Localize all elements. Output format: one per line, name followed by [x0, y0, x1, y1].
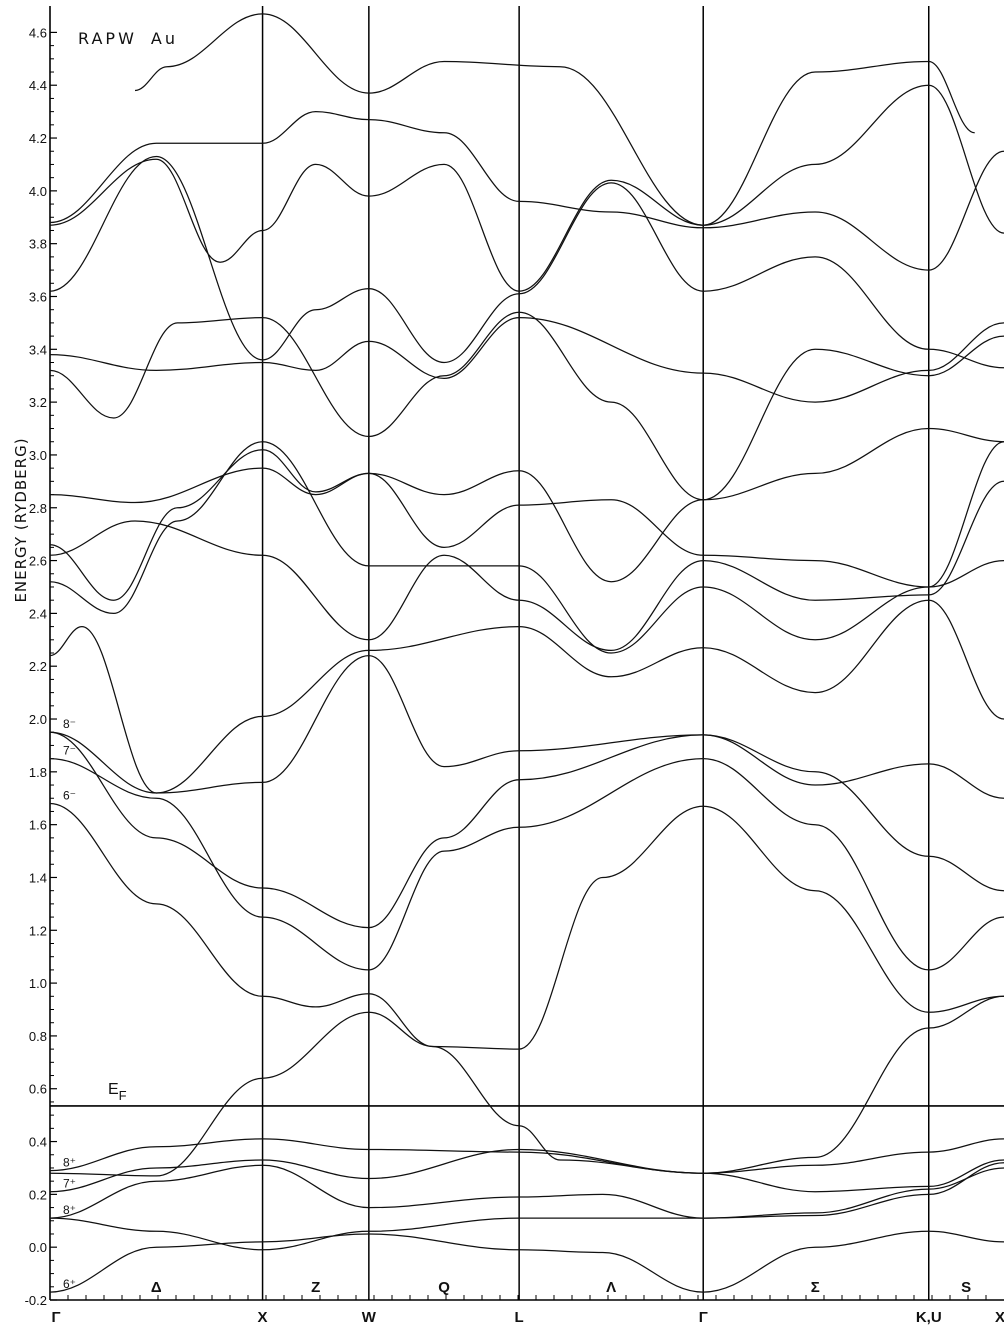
y-tick-label: 0.6 — [29, 1082, 47, 1097]
energy-band-line — [49, 1167, 1004, 1251]
chart-title: RAPW Au — [78, 29, 178, 48]
energy-band-line — [49, 995, 1004, 1177]
y-axis-label-text: ENERGY (RYDBERG) — [12, 437, 30, 603]
kpoint-label: X — [258, 1309, 268, 1326]
y-tick-label: 3.2 — [29, 395, 47, 410]
y-tick-label: 4.2 — [29, 131, 47, 146]
energy-band-line — [49, 1138, 1004, 1174]
y-axis-label: ENERGY (RYDBERG) — [6, 370, 36, 670]
energy-band-line — [49, 84, 1004, 292]
symmetry-label: 8⁺ — [63, 1156, 76, 1170]
chart-title-method: RAPW — [78, 29, 137, 48]
energy-band-line — [49, 155, 1004, 369]
energy-band-line — [49, 311, 1004, 501]
y-tick-label: 1.0 — [29, 976, 47, 991]
segment-label: Q — [438, 1279, 450, 1296]
energy-band-line — [49, 1162, 1004, 1219]
segment-label: Λ — [606, 1279, 616, 1296]
segment-label: Δ — [151, 1279, 162, 1296]
symmetry-label: 7⁻ — [63, 744, 76, 758]
y-tick-label: 1.6 — [29, 818, 47, 833]
fermi-level-subscript: F — [119, 1088, 127, 1103]
symmetry-label: 6⁺ — [63, 1277, 76, 1291]
y-tick-label: 0.0 — [29, 1240, 47, 1255]
energy-band-line — [49, 441, 1004, 601]
energy-band-line — [49, 599, 1004, 794]
energy-band-line — [49, 654, 1004, 799]
y-tick-label: 3.8 — [29, 237, 47, 252]
y-tick-label: 1.4 — [29, 870, 47, 885]
energy-band-line — [49, 110, 1004, 271]
y-tick-label: 4.4 — [29, 78, 47, 93]
energy-band-line — [49, 316, 1004, 403]
symmetry-label: 8⁻ — [63, 717, 76, 731]
energy-band-line — [49, 1230, 1004, 1293]
chart-title-element: Au — [150, 29, 178, 48]
y-tick-label: 2.4 — [29, 606, 47, 621]
y-tick-label: 3.0 — [29, 448, 47, 463]
energy-band-line — [49, 427, 1004, 583]
y-tick-label: 2.2 — [29, 659, 47, 674]
y-tick-label: 3.6 — [29, 289, 47, 304]
y-tick-label: 0.2 — [29, 1187, 47, 1202]
kpoint-label: Γ — [51, 1309, 60, 1326]
kpoint-label: Γ — [699, 1309, 708, 1326]
segment-label: Σ — [811, 1279, 820, 1296]
segment-label: S — [961, 1279, 971, 1296]
kpoint-label: L — [515, 1309, 524, 1326]
y-tick-label: 0.4 — [29, 1135, 47, 1150]
energy-band-line — [49, 1148, 1004, 1193]
kpoint-label: X — [995, 1309, 1004, 1326]
y-tick-label: 1.8 — [29, 765, 47, 780]
y-tick-label: 1.2 — [29, 923, 47, 938]
kpoint-label: W — [362, 1309, 377, 1326]
energy-band-line — [49, 441, 1004, 654]
fermi-level-label: EF — [108, 1081, 127, 1103]
y-tick-label: 4.6 — [29, 25, 47, 40]
energy-band-line — [49, 480, 1004, 652]
y-tick-label: 2.0 — [29, 712, 47, 727]
symmetry-label: 7⁺ — [63, 1177, 76, 1191]
kpoint-label: K,U — [916, 1309, 942, 1326]
y-tick-label: -0.2 — [25, 1293, 47, 1308]
y-tick-label: 2.8 — [29, 501, 47, 516]
y-tick-label: 0.8 — [29, 1029, 47, 1044]
y-tick-label: 2.6 — [29, 554, 47, 569]
energy-band-line — [134, 13, 975, 226]
segment-label: Z — [311, 1279, 320, 1296]
y-tick-label: 3.4 — [29, 342, 47, 357]
energy-band-line — [49, 731, 1004, 929]
energy-band-line — [49, 757, 1004, 971]
y-tick-label: 4.0 — [29, 184, 47, 199]
symmetry-label: 8⁺ — [63, 1203, 76, 1217]
energy-band-line — [49, 802, 1004, 1050]
symmetry-label: 6⁻ — [63, 789, 76, 803]
